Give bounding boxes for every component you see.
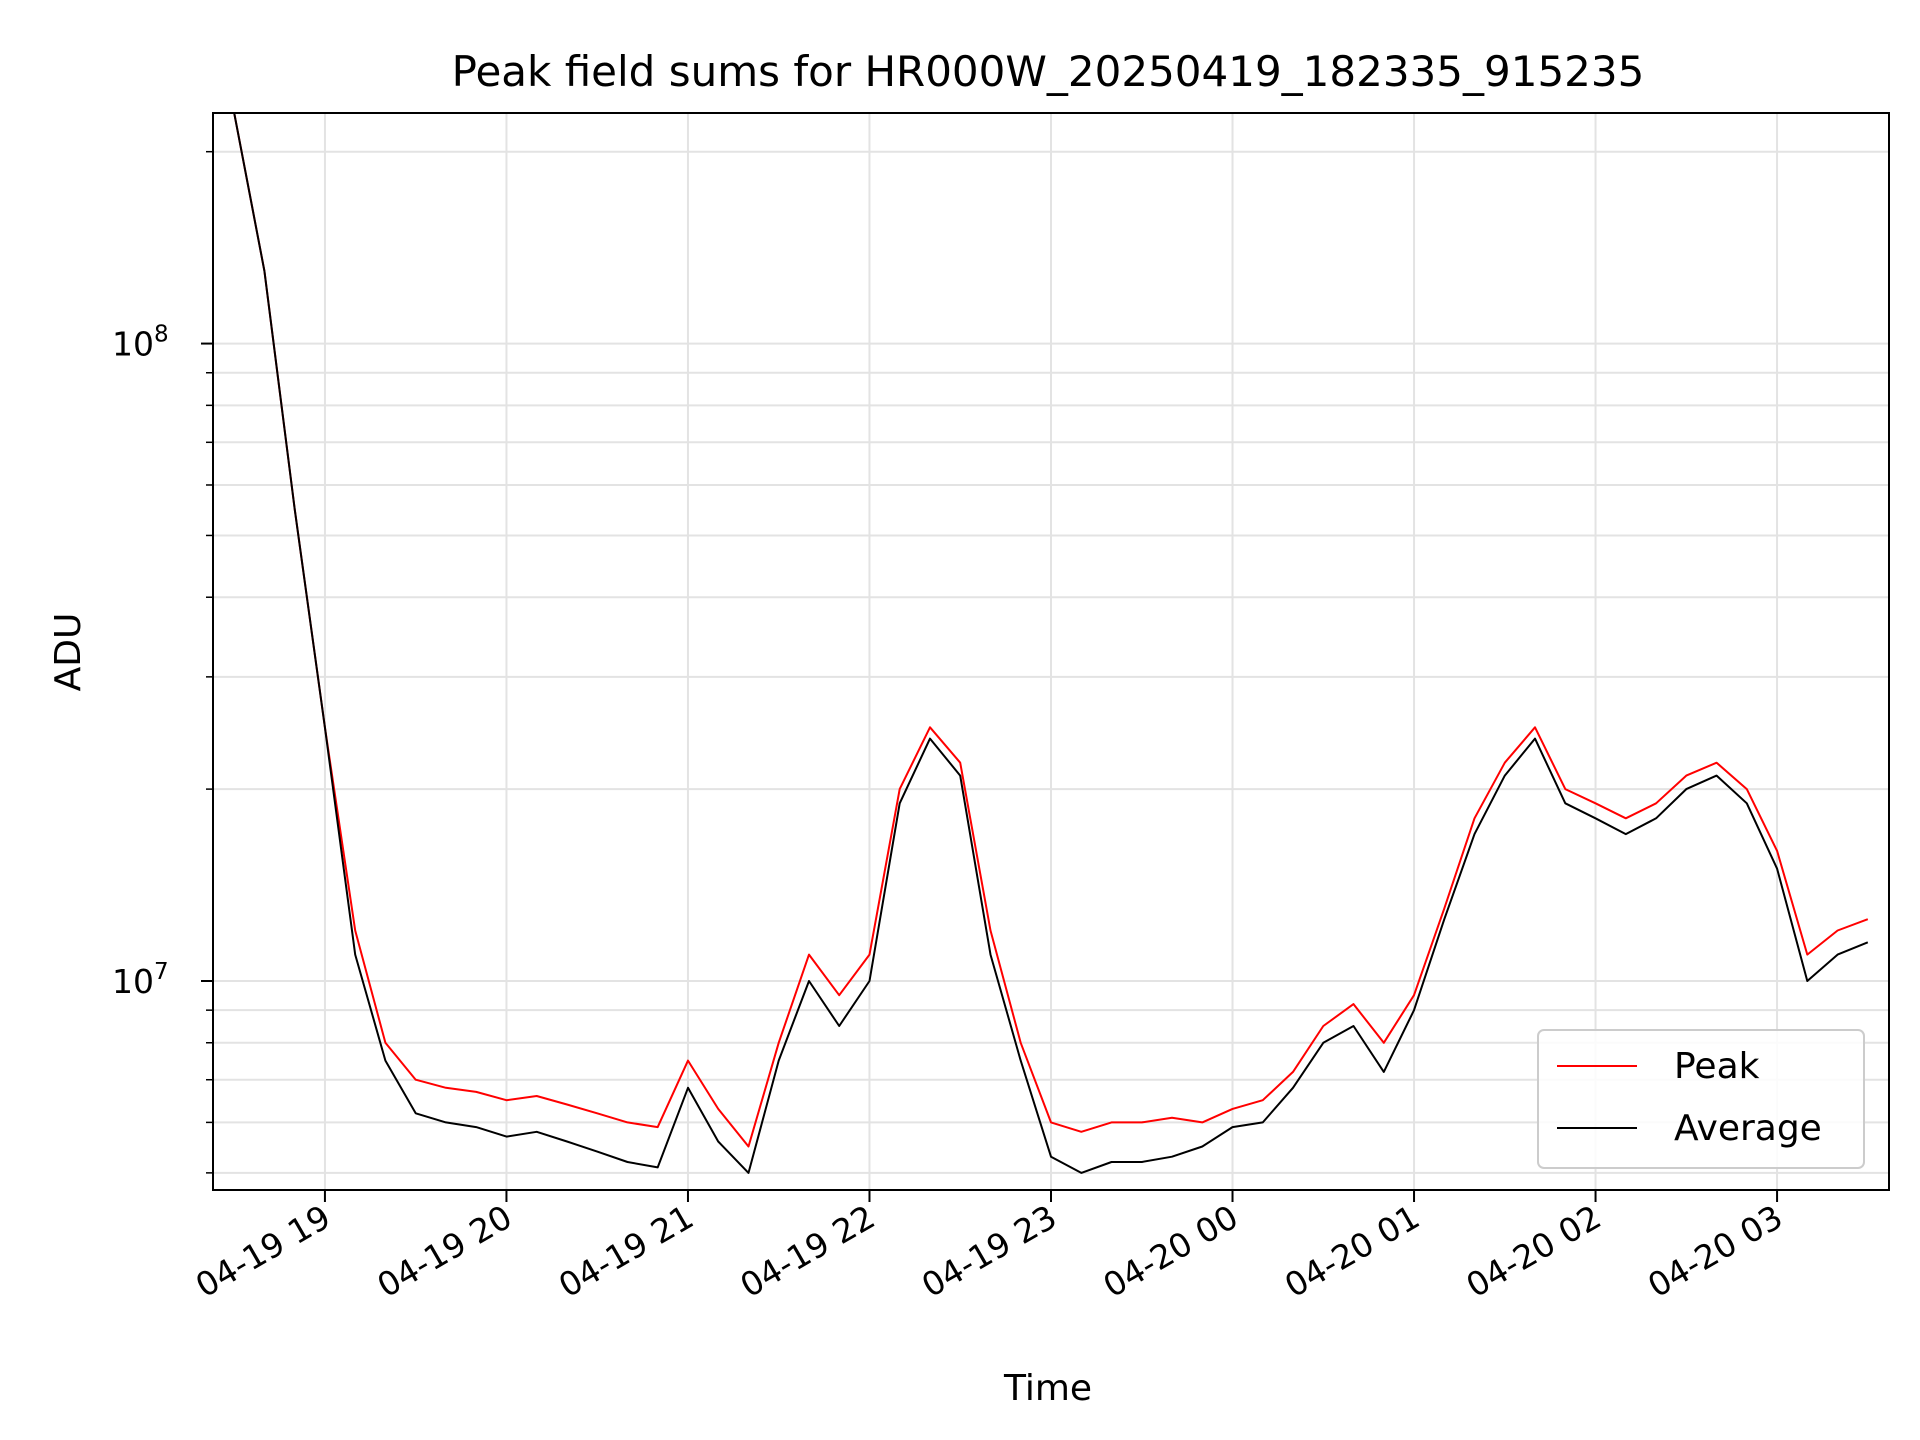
legend-box	[1537, 1029, 1865, 1169]
legend-label-peak: Peak	[1674, 1046, 1760, 1087]
x-axis-ticks: 04-19 19 04-19 20 04-19 21 04-19 22 04-19 23…	[189, 1190, 1789, 1305]
x-tick-label: 04-19 21	[552, 1197, 700, 1305]
x-axis-label: Time	[1003, 1368, 1092, 1409]
x-tick-label: 04-20 03	[1641, 1197, 1789, 1305]
series-line-average	[233, 112, 1869, 1174]
x-tick-label: 04-19 20	[370, 1197, 518, 1305]
legend-label-average: Average	[1674, 1108, 1822, 1149]
y-axis-ticks: 107 108	[112, 150, 213, 1174]
x-tick-label: 04-20 00	[1097, 1197, 1245, 1305]
x-tick-label: 04-20 01	[1278, 1197, 1426, 1305]
series-line-peak	[233, 112, 1869, 1148]
y-axis-label: ADU	[48, 613, 89, 692]
x-tick-label: 04-19 22	[733, 1197, 881, 1305]
legend: Peak Average	[1537, 1029, 1865, 1169]
plot-series	[233, 112, 1869, 1174]
y-tick-label: 107	[112, 959, 169, 1001]
x-tick-label: 04-19 19	[189, 1197, 337, 1305]
chart-title: Peak field sums for HR000W_20250419_1823…	[452, 47, 1645, 96]
grid	[213, 113, 1889, 1190]
y-tick-label: 108	[112, 322, 169, 364]
x-tick-label: 04-19 23	[915, 1197, 1063, 1305]
x-tick-label: 04-20 02	[1460, 1197, 1608, 1305]
